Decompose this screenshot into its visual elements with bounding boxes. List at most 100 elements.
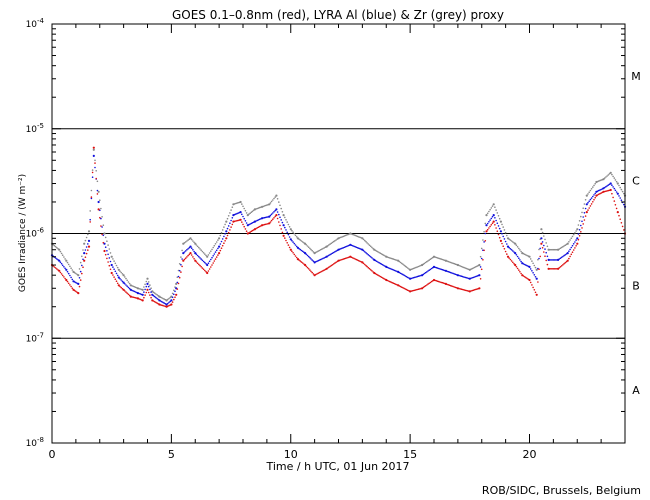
data-point-interp [330,264,333,267]
data-point-interp [364,239,366,242]
data-point-interp [594,196,596,199]
data-point-interp [592,195,594,198]
data-point-interp [173,289,175,292]
data-point-interp [208,252,211,254]
data-point [609,188,612,192]
data-point-interp [479,278,482,280]
data-point-interp [212,246,214,249]
data-point [535,277,538,280]
data-point-interp [134,286,137,289]
data-point-interp [237,201,239,204]
data-point-interp [580,231,582,233]
data-point-interp [81,272,83,275]
data-point-interp [525,254,527,256]
data-point-interp [257,207,260,209]
data-point-interp [171,292,174,295]
data-point [585,203,588,206]
data-point-interp [374,272,377,275]
data-point-interp [365,252,367,254]
data-point-interp [318,271,321,274]
data-point-interp [342,247,345,249]
data-point-interp [287,223,290,226]
data-point-interp [249,231,251,233]
data-point-interp [379,275,382,278]
data-point-interp [125,291,127,293]
data-point [87,230,91,233]
data-point-interp [59,271,62,274]
data-point-interp [334,262,336,264]
data-point-interp [328,266,330,269]
data-point-interp [311,271,314,274]
data-point-interp [258,218,261,221]
data-point [77,274,80,277]
data-point-interp [383,277,385,280]
data-point-interp [359,236,361,239]
data-point [122,288,125,291]
data-point-interp [306,266,309,269]
data-point-interp [569,255,571,258]
data-point [528,265,531,268]
data-point-interp [91,169,94,171]
data-point-interp [293,232,296,235]
data-point-interp [564,261,567,264]
data-point-interp [131,285,133,287]
data-point [58,259,61,262]
data-point [566,242,569,245]
data-point-interp [558,267,561,269]
data-point-interp [593,184,595,187]
data-point-interp [201,267,204,269]
data-point-interp [293,242,296,245]
data-point-interp [286,221,289,223]
data-point-interp [101,233,103,236]
data-point-interp [152,300,155,302]
data-point [77,282,80,285]
data-point-interp [329,253,331,256]
data-point-interp [237,219,239,222]
data-point-interp [262,217,265,219]
data-point-interp [618,184,620,187]
data-point-interp [415,289,417,291]
data-point-interp [85,236,88,239]
data-point-interp [574,232,576,234]
data-point-interp [113,260,115,262]
data-point-interp [116,282,119,285]
data-series-2 [50,154,627,306]
data-point-interp [483,249,485,252]
data-point-interp [459,275,462,277]
data-point-interp [615,191,618,193]
data-point-interp [509,258,512,261]
data-point-interp [465,267,468,270]
data-point-interp [306,254,309,257]
data-point-interp [270,200,273,203]
data-point-interp [365,240,367,243]
data-point-interp [558,258,561,260]
data-point-interp [150,296,152,299]
data-point-interp [402,273,404,276]
data-point-interp [186,240,188,242]
data-point-interp [572,249,575,251]
data-point-interp [362,249,365,252]
data-point-interp [153,292,156,294]
credit-label: ROB/SIDC, Brussels, Belgium [482,484,641,497]
data-point-interp [102,224,105,226]
data-point-interp [133,290,136,293]
data-point-interp [366,265,368,268]
data-point-interp [515,244,518,246]
data-point-interp [446,260,448,262]
data-point [122,281,125,284]
data-point-interp [66,280,69,283]
data-point [289,238,292,241]
data-point-interp [109,268,112,271]
data-point [492,214,495,217]
data-point-interp [107,253,109,256]
data-point-interp [555,268,557,270]
data-point [528,255,531,258]
data-point-interp [147,285,150,288]
data-point-interp [95,177,97,180]
data-point [206,263,209,267]
data-point-interp [266,223,268,225]
data-point-interp [153,295,156,298]
data-point-interp [73,281,76,283]
data-point-interp [483,230,485,233]
data-point-interp [422,263,425,266]
